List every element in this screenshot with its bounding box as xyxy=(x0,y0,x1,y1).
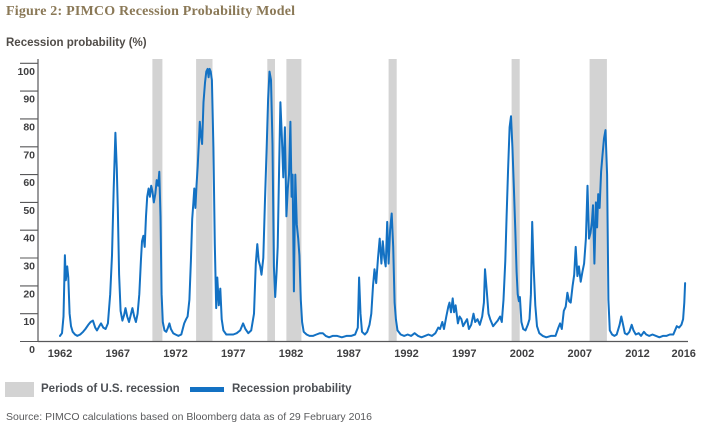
legend-label-recession-periods: Periods of U.S. recession xyxy=(41,383,180,395)
x-axis-tick-label: 2007 xyxy=(568,348,592,360)
x-axis-tick-label: 1972 xyxy=(163,348,187,360)
recession-band-swatch xyxy=(5,382,34,397)
x-axis-tick-label: 1967 xyxy=(106,348,130,360)
x-axis-tick-label: 1992 xyxy=(394,348,418,360)
legend-label-recession-probability: Recession probability xyxy=(232,383,352,395)
y-axis-tick-label: 100 xyxy=(17,66,35,78)
y-axis-tick-label: 10 xyxy=(23,316,35,328)
recession-band xyxy=(286,59,302,342)
y-axis-title: Recession probability (%) xyxy=(6,37,147,49)
y-axis-tick-label: 60 xyxy=(23,177,35,189)
x-axis-tick-label: 1987 xyxy=(337,348,361,360)
x-axis: 1962 1967 1972 1977 1982 1987 1992 1997 2002 2007… xyxy=(48,348,696,360)
y-axis-tick-label: 20 xyxy=(23,288,35,300)
probability-line-swatch xyxy=(190,387,224,392)
recession-band xyxy=(152,59,163,342)
y-axis-tick-label: 40 xyxy=(23,233,35,245)
recession-bands xyxy=(152,59,607,342)
x-axis-tick-label: 1982 xyxy=(279,348,303,360)
x-axis-tick-label: 2002 xyxy=(510,348,534,360)
x-axis-tick-label: 1997 xyxy=(452,348,476,360)
figure-title: Figure 2: PIMCO Recession Probability Mo… xyxy=(6,4,296,19)
x-axis-tick-label: 1977 xyxy=(221,348,245,360)
y-axis-tick-label: 90 xyxy=(23,94,35,106)
source-note: Source: PIMCO calculations based on Bloo… xyxy=(6,411,372,423)
y-axis-tick-label: 70 xyxy=(23,149,35,161)
recession-band xyxy=(511,59,520,342)
recession-probability-line xyxy=(59,67,687,339)
x-axis-tick-label: 2016 xyxy=(671,348,695,360)
recession-band xyxy=(267,59,275,342)
x-axis-tick-label: 2012 xyxy=(625,348,649,360)
chart-legend: Periods of U.S. recession Recession prob… xyxy=(0,378,702,400)
y-axis-tick-label: 80 xyxy=(23,121,35,133)
recession-band xyxy=(388,59,397,342)
y-axis-tick-label: 30 xyxy=(23,261,35,273)
y-axis-tick-label: 0 xyxy=(29,344,35,356)
y-axis: 0 10 20 30 40 50 60 70 80 90 100 xyxy=(17,62,38,356)
x-axis-tick-label: 1962 xyxy=(48,348,72,360)
y-axis-tick-label: 50 xyxy=(23,205,35,217)
